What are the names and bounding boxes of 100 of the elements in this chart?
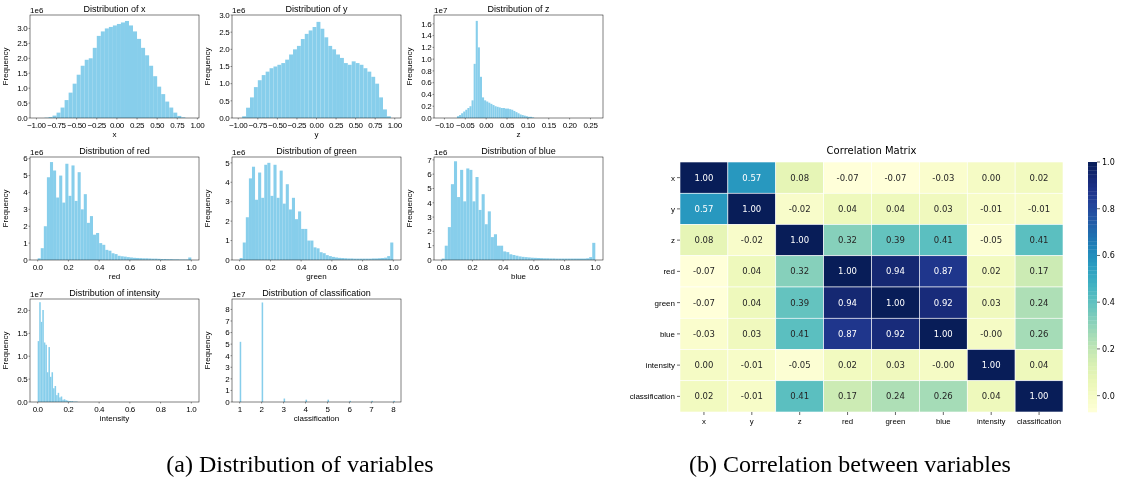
data-label: 0.39 xyxy=(790,297,810,308)
y-tick-label: 7 xyxy=(225,316,231,326)
x-tick-label: −0.75 xyxy=(248,120,268,130)
data-label: 0.02 xyxy=(981,266,1001,277)
y-tick-label: 2 xyxy=(23,222,29,232)
data-label: 0.00 xyxy=(981,172,1001,183)
x-tick-label: 2 xyxy=(259,404,265,414)
x-tick-label: 0.50 xyxy=(348,120,364,130)
x-tick-label: −0.10 xyxy=(435,120,455,130)
data-label: 0.02 xyxy=(838,360,858,371)
annotation: 1e6 xyxy=(232,148,246,157)
y-tick-label: 0.5 xyxy=(17,98,29,108)
color-bar-label: 1.0 xyxy=(1102,158,1115,167)
data-label: 0.87 xyxy=(838,328,858,339)
x-tick-label: 0.8 xyxy=(559,262,571,272)
y-axis-title: Frequency xyxy=(1,47,10,86)
y-tick-label: 7 xyxy=(427,155,433,165)
data-label: 0.02 xyxy=(694,391,714,402)
y-tick-label: green xyxy=(654,298,675,308)
annotation: 1e7 xyxy=(30,290,44,299)
y-tick-label: 5 xyxy=(427,184,433,194)
y-tick-label: 0.6 xyxy=(421,78,433,88)
y-tick-label: 1 xyxy=(23,238,29,248)
x-tick-label: 0.15 xyxy=(541,120,557,130)
data-label: 0.04 xyxy=(742,297,762,308)
data-label: 0.41 xyxy=(790,391,810,402)
y-tick-label: 2 xyxy=(225,374,231,384)
data-label: 0.04 xyxy=(742,266,762,277)
data-label: 0.03 xyxy=(933,203,953,214)
data-label: 0.32 xyxy=(838,235,858,246)
annotation: 1e7 xyxy=(232,290,246,299)
annotation: 1e6 xyxy=(232,6,246,15)
color-bar-label: 0.8 xyxy=(1102,204,1115,214)
y-axis-title: Frequency xyxy=(203,47,212,86)
y-tick-label: 0.4 xyxy=(421,90,433,100)
y-tick-label: 0 xyxy=(427,255,433,265)
x-tick-label: −0.05 xyxy=(456,120,476,130)
data-label: 0.24 xyxy=(885,391,905,402)
y-tick-label: 0.8 xyxy=(421,66,433,76)
x-tick-label: 3 xyxy=(281,404,287,414)
text: (a) Distribution of variables xyxy=(166,451,434,477)
data-label: 0.57 xyxy=(694,203,714,214)
x-tick-label: −0.50 xyxy=(268,120,288,130)
y-tick-label: 5 xyxy=(225,339,231,349)
y-tick-label: classification xyxy=(629,392,675,402)
data-label: -0.01 xyxy=(980,203,1003,214)
y-tick-label: 1.2 xyxy=(421,43,433,53)
y-tick-label: 1.0 xyxy=(219,79,231,89)
y-tick-label: 3.0 xyxy=(17,24,29,34)
data-label: 1.00 xyxy=(981,360,1001,371)
x-tick-label: 0.25 xyxy=(130,120,145,130)
data-label: 0.08 xyxy=(694,235,714,246)
data-label: 1.00 xyxy=(694,172,714,183)
data-label: -0.05 xyxy=(788,360,811,371)
data-label: -0.07 xyxy=(692,266,715,277)
x-tick-label: 0.25 xyxy=(329,120,344,130)
y-tick-label: 1.0 xyxy=(17,352,29,362)
x-tick-label: 0.2 xyxy=(265,262,277,272)
y-tick-label: 4 xyxy=(427,198,433,208)
data-label: 0.94 xyxy=(838,297,858,308)
data-label: 0.17 xyxy=(1029,266,1049,277)
y-tick-label: x xyxy=(671,173,675,183)
y-tick-label: 2.0 xyxy=(17,306,29,316)
y-tick-label: 3 xyxy=(427,212,433,222)
data-label: -0.02 xyxy=(740,235,763,246)
x-tick-label: 0.6 xyxy=(528,262,540,272)
data-label: 0.32 xyxy=(790,266,810,277)
data-label: -0.07 xyxy=(692,297,715,308)
annotation: 1e6 xyxy=(434,148,448,157)
y-tick-label: 1.6 xyxy=(421,19,433,29)
y-tick-label: 0 xyxy=(225,255,231,265)
y-tick-label: 6 xyxy=(23,154,29,164)
y-tick-label: 1 xyxy=(427,241,433,251)
x-tick-label: 0.4 xyxy=(498,262,510,272)
data-label: 0.87 xyxy=(933,266,953,277)
y-axis-title: Frequency xyxy=(405,189,414,228)
color-bar-label: 0.4 xyxy=(1102,298,1115,308)
x-tick-label: 0.10 xyxy=(520,120,536,130)
data-label: -0.01 xyxy=(1028,203,1051,214)
x-tick-label: 0.05 xyxy=(500,120,515,130)
x-tick-label: 1.00 xyxy=(387,120,403,130)
x-tick-label: 7 xyxy=(369,404,375,414)
data-label: 1.00 xyxy=(790,235,810,246)
data-label: 0.02 xyxy=(1029,172,1049,183)
y-tick-label: 2.5 xyxy=(17,39,29,49)
y-tick-label: 1.4 xyxy=(421,31,433,41)
data-label: 0.26 xyxy=(933,391,953,402)
y-tick-label: 0.0 xyxy=(17,113,29,123)
x-tick-label: 0.0 xyxy=(32,262,44,272)
x-tick-label: 1.0 xyxy=(590,262,602,272)
y-tick-label: 6 xyxy=(225,328,231,338)
data-label: 0.92 xyxy=(885,328,905,339)
data-label: 0.00 xyxy=(694,360,714,371)
y-tick-label: 6 xyxy=(427,169,433,179)
x-tick-label: −0.75 xyxy=(47,120,67,130)
data-label: -0.00 xyxy=(980,328,1003,339)
y-tick-label: z xyxy=(671,236,675,246)
x-tick-label: −1.00 xyxy=(27,120,47,130)
y-axis-title: Frequency xyxy=(203,331,212,370)
data-label: -0.07 xyxy=(836,172,859,183)
